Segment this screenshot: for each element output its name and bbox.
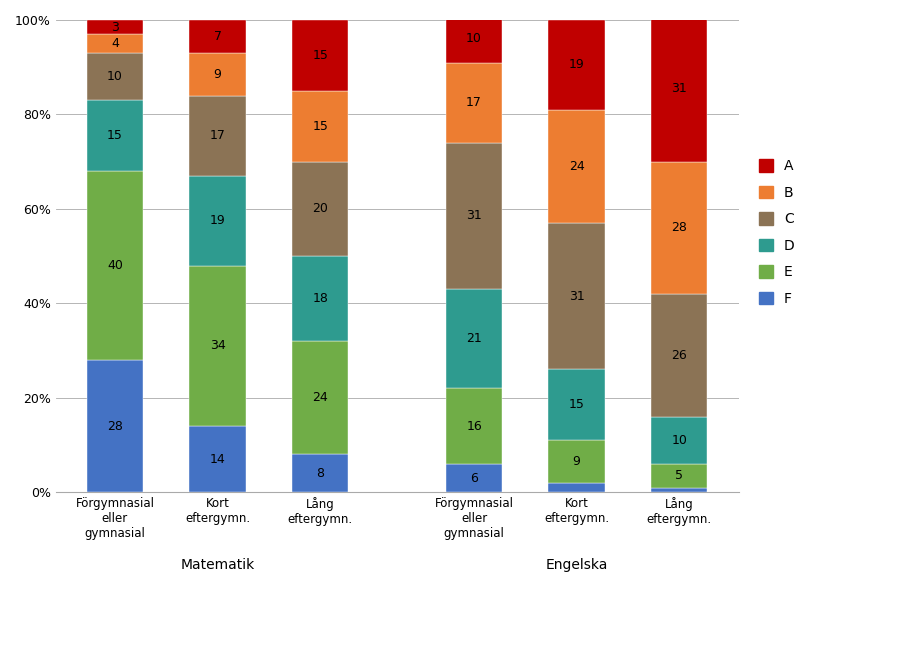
Bar [292,91,348,162]
Text: 34: 34 [210,340,226,353]
Bar [292,256,348,341]
Bar [190,426,246,492]
Text: 10: 10 [671,434,687,447]
Text: 24: 24 [312,392,328,404]
Text: 14: 14 [210,453,226,466]
Bar [548,20,605,110]
Bar [548,110,605,223]
Text: 9: 9 [214,68,222,81]
Text: 3: 3 [111,20,119,34]
Text: 4: 4 [111,37,119,50]
Text: 17: 17 [210,129,226,142]
Bar [87,100,143,171]
Bar [548,370,605,440]
Text: 8: 8 [316,467,324,480]
Bar [87,34,143,53]
Bar [87,171,143,360]
Text: 15: 15 [312,120,328,133]
Text: 40: 40 [107,259,122,272]
Bar [292,455,348,492]
Bar [446,143,502,290]
Bar [292,341,348,455]
Text: 31: 31 [466,209,482,222]
Text: Engelska: Engelska [545,559,608,572]
Bar [446,290,502,388]
Text: 15: 15 [107,129,122,142]
Bar [548,483,605,492]
Text: 6: 6 [470,472,478,484]
Text: 28: 28 [671,221,687,234]
Text: 10: 10 [466,32,482,45]
Bar [87,20,143,34]
Text: 21: 21 [466,332,482,345]
Text: 26: 26 [671,349,687,362]
Bar [651,488,707,492]
Text: 20: 20 [312,203,328,215]
Bar [446,388,502,464]
Bar [190,53,246,95]
Bar [651,294,707,417]
Bar [292,162,348,256]
Text: 17: 17 [466,96,482,109]
Bar [190,266,246,426]
Text: 19: 19 [210,215,226,227]
Bar [446,464,502,492]
Text: 15: 15 [312,49,328,62]
Text: 28: 28 [107,420,122,433]
Bar [651,162,707,294]
Text: 9: 9 [573,455,580,468]
Text: Matematik: Matematik [181,559,255,572]
Bar [548,223,605,370]
Bar [651,15,707,162]
Legend: A, B, C, D, E, F: A, B, C, D, E, F [759,159,795,306]
Text: 5: 5 [675,469,683,482]
Text: 16: 16 [466,420,482,433]
Text: 15: 15 [569,398,585,411]
Bar [87,360,143,492]
Text: 10: 10 [107,70,122,83]
Bar [292,20,348,91]
Text: 31: 31 [671,82,687,95]
Bar [190,20,246,53]
Text: 18: 18 [312,292,328,305]
Bar [548,440,605,483]
Text: 24: 24 [569,160,585,173]
Bar [651,464,707,488]
Text: 31: 31 [569,290,585,303]
Bar [446,63,502,143]
Bar [190,95,246,176]
Bar [446,15,502,63]
Bar [651,417,707,464]
Text: 7: 7 [214,30,222,43]
Bar [190,176,246,266]
Bar [87,53,143,100]
Text: 19: 19 [569,59,585,71]
